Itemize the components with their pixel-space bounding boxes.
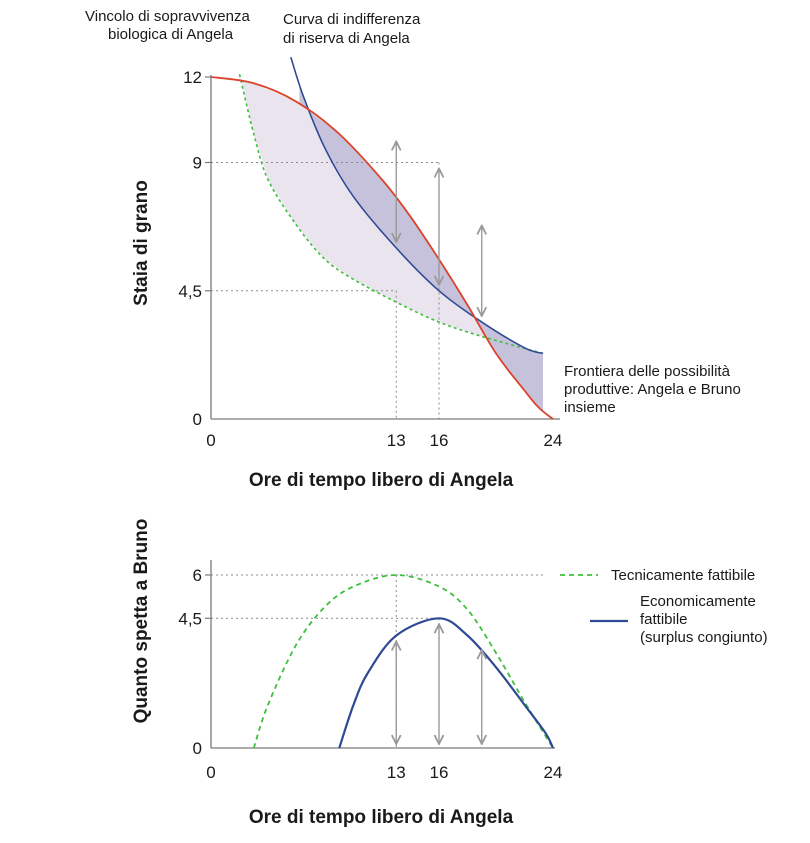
technically-feasible-curve — [252, 574, 554, 749]
bottom-x-tick-0: 0 — [206, 763, 215, 782]
top-y-tick-0: 0 — [193, 410, 202, 429]
top-y-axis-title: Staia di grano — [131, 180, 152, 306]
top-x-tick-1: 13 — [387, 431, 406, 450]
top-tick-labels: 0 13 16 24 0 4,5 9 12 — [178, 68, 562, 450]
legend-economic-label-line3: (surplus congiunto) — [640, 629, 768, 646]
frontier-label-line2: produttive: Angela e Bruno — [564, 381, 741, 398]
frontier-label-line1: Frontiera delle possibilità — [564, 363, 731, 380]
survival-label-line2: biologica di Angela — [108, 26, 234, 43]
bottom-tick-labels: 0 13 16 24 0 4,5 6 — [178, 566, 562, 782]
indifference-label-line1: Curva di indifferenza — [283, 11, 421, 28]
legend-economic-label-line1: Economicamente — [640, 593, 756, 610]
legend: Tecnicamente fattibile Economicamente fa… — [560, 567, 768, 646]
top-y-tick-1: 4,5 — [178, 282, 202, 301]
top-x-tick-0: 0 — [206, 431, 215, 450]
bottom-chart: 0 13 16 24 0 4,5 6 Tecnicamente fattibile Econ… — [131, 519, 768, 828]
legend-economic-label-line2: fattibile — [640, 611, 688, 628]
top-x-tick-2: 16 — [430, 431, 449, 450]
bottom-x-tick-2: 16 — [430, 763, 449, 782]
top-y-tick-2: 9 — [193, 154, 202, 173]
bottom-y-tick-0: 0 — [193, 739, 202, 758]
indifference-label-line2: di riserva di Angela — [283, 30, 410, 47]
bottom-arrows — [396, 624, 482, 744]
production-possibility-frontier — [210, 76, 554, 420]
top-x-axis-title: Ore di tempo libero di Angela — [249, 470, 514, 491]
bottom-y-axis-title: Quanto spetta a Bruno — [131, 519, 152, 724]
economically-feasible-curve — [338, 617, 554, 749]
frontier-label-line3: insieme — [564, 399, 616, 416]
bottom-x-axis-title: Ore di tempo libero di Angela — [249, 807, 514, 828]
survival-constraint-line — [238, 74, 544, 355]
legend-technical-label: Tecnicamente fattibile — [611, 567, 755, 584]
survival-label-line1: Vincolo di sopravvivenza — [85, 8, 250, 25]
top-y-tick-3: 12 — [183, 68, 202, 87]
bottom-y-tick-2: 6 — [193, 566, 202, 585]
bottom-x-tick-3: 24 — [544, 763, 563, 782]
reservation-indifference-curve — [290, 56, 544, 355]
bottom-y-tick-1: 4,5 — [178, 609, 202, 628]
top-arrows — [396, 141, 482, 316]
bottom-x-tick-1: 13 — [387, 763, 406, 782]
top-x-tick-3: 24 — [544, 431, 563, 450]
